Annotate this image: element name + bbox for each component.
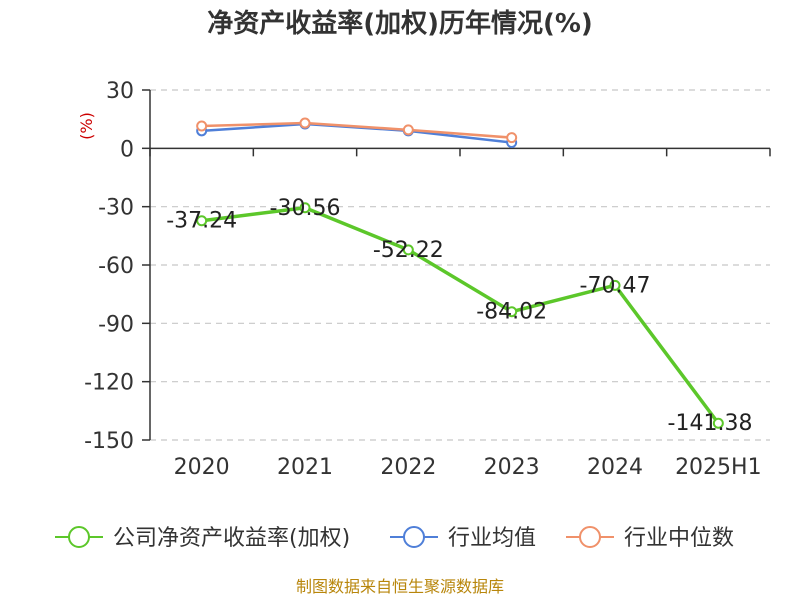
legend-marker-0 bbox=[68, 526, 90, 548]
y-tick-label--90: -90 bbox=[98, 312, 134, 337]
x-tick-label-2025H1: 2025H1 bbox=[675, 455, 762, 480]
y-tick-label-30: 30 bbox=[106, 79, 134, 104]
legend: 公司净资产收益率(加权) 行业均值 行业中位数 bbox=[55, 526, 734, 551]
x-tick-label-2023: 2023 bbox=[484, 455, 540, 480]
data-source-note: 制图数据来自恒生聚源数据库 bbox=[296, 577, 504, 596]
x-tick-label-2024: 2024 bbox=[587, 455, 643, 480]
y-tick-label--150: -150 bbox=[84, 429, 134, 454]
series-0-point-2022 bbox=[402, 244, 414, 256]
y-tick-label--60: -60 bbox=[98, 254, 134, 279]
legend-label-0: 公司净资产收益率(加权) bbox=[113, 526, 350, 551]
data-label-2022: -52.22 bbox=[373, 238, 444, 263]
series-2-point-2022 bbox=[402, 124, 414, 136]
gridlines bbox=[150, 89, 770, 441]
series-0-point-2023 bbox=[506, 306, 518, 318]
series-2-point-2021 bbox=[299, 117, 311, 129]
series-0-point-2024 bbox=[609, 279, 621, 291]
x-tick-label-2020: 2020 bbox=[174, 455, 230, 480]
series-line-0 bbox=[201, 206, 720, 425]
legend-label-1: 行业均值 bbox=[448, 526, 536, 551]
data-label-2024: -70.47 bbox=[580, 273, 651, 298]
chart-title: 净资产收益率(加权)历年情况(%) bbox=[207, 8, 593, 39]
legend-label-2: 行业中位数 bbox=[624, 526, 734, 551]
y-tick-label-0: 0 bbox=[120, 137, 134, 162]
y-tick-label--120: -120 bbox=[84, 371, 134, 396]
series-2-point-2020 bbox=[196, 120, 208, 132]
legend-marker-2 bbox=[579, 526, 601, 548]
x-tick-label-2021: 2021 bbox=[277, 455, 333, 480]
data-label-2020: -37.24 bbox=[166, 209, 237, 234]
data-label-2023: -84.02 bbox=[476, 300, 547, 325]
series-0-point-2025H1 bbox=[712, 417, 724, 429]
x-tick-label-2022: 2022 bbox=[380, 455, 436, 480]
series-0-point-2021 bbox=[299, 202, 311, 214]
data-label-2021: -30.56 bbox=[270, 196, 341, 221]
series-line-2 bbox=[201, 121, 512, 139]
y-axis-unit-label: (%) bbox=[77, 112, 96, 140]
series-layer: -37.24 -30.56 -52.22 -84.02 -70.47 -141.38 bbox=[166, 117, 753, 436]
y-tick-label--30: -30 bbox=[98, 196, 134, 221]
series-2-point-2023 bbox=[506, 132, 518, 144]
series-0-point-2020 bbox=[196, 215, 208, 227]
data-label-2025H1: -141.38 bbox=[668, 411, 753, 436]
x-axis-ticks: 2020 2021 2022 2023 2024 2025H1 bbox=[174, 455, 762, 480]
axes bbox=[149, 90, 771, 440]
legend-marker-1 bbox=[403, 526, 425, 548]
y-axis-ticks: 30 0 -30 -60 -90 -120 -150 bbox=[84, 79, 150, 454]
